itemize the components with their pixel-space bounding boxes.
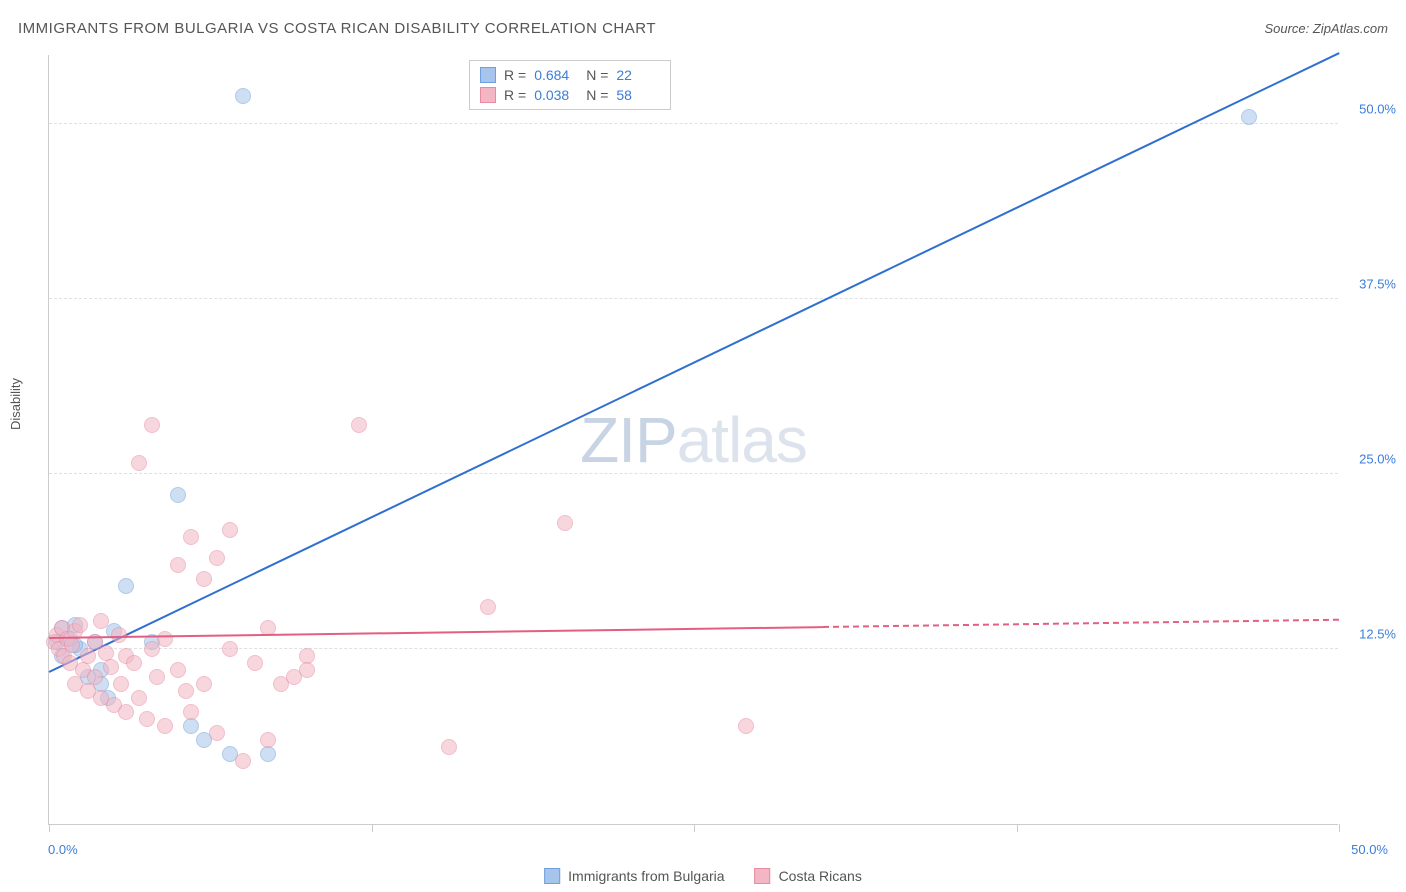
gridline bbox=[49, 298, 1338, 299]
data-point bbox=[441, 739, 457, 755]
data-point bbox=[118, 704, 134, 720]
data-point bbox=[103, 659, 119, 675]
legend-item: Costa Ricans bbox=[755, 868, 862, 884]
legend-swatch bbox=[755, 868, 771, 884]
data-point bbox=[131, 455, 147, 471]
data-point bbox=[222, 641, 238, 657]
legend-swatch bbox=[480, 67, 496, 83]
data-point bbox=[87, 669, 103, 685]
y-tick-label: 12.5% bbox=[1359, 627, 1396, 642]
data-point bbox=[118, 578, 134, 594]
stats-legend-row: R = 0.684 N = 22 bbox=[480, 65, 660, 85]
y-tick-label: 25.0% bbox=[1359, 452, 1396, 467]
watermark: ZIPatlas bbox=[580, 403, 807, 477]
data-point bbox=[80, 648, 96, 664]
stat-n-label: N = bbox=[586, 87, 608, 103]
data-point bbox=[196, 571, 212, 587]
data-point bbox=[235, 753, 251, 769]
data-point bbox=[196, 676, 212, 692]
stat-n-value: 58 bbox=[616, 87, 660, 103]
data-point bbox=[209, 725, 225, 741]
data-point bbox=[1241, 109, 1257, 125]
data-point bbox=[64, 637, 80, 653]
data-point bbox=[139, 711, 155, 727]
stat-r-value: 0.684 bbox=[534, 67, 578, 83]
data-point bbox=[247, 655, 263, 671]
data-point bbox=[144, 417, 160, 433]
chart-title: IMMIGRANTS FROM BULGARIA VS COSTA RICAN … bbox=[18, 20, 656, 37]
legend-swatch bbox=[480, 87, 496, 103]
gridline bbox=[49, 648, 1338, 649]
data-point bbox=[183, 529, 199, 545]
data-point bbox=[113, 676, 129, 692]
stat-r-label: R = bbox=[504, 87, 526, 103]
x-tick bbox=[694, 824, 695, 832]
y-tick-label: 37.5% bbox=[1359, 277, 1396, 292]
stat-r-value: 0.038 bbox=[534, 87, 578, 103]
y-axis-label: Disability bbox=[8, 378, 23, 430]
trend-line bbox=[823, 619, 1339, 628]
gridline bbox=[49, 473, 1338, 474]
scatter-plot: ZIPatlas R =0.684N =22R =0.038N =58 12.5… bbox=[48, 55, 1338, 825]
stat-r-label: R = bbox=[504, 67, 526, 83]
x-tick bbox=[1017, 824, 1018, 832]
data-point bbox=[299, 662, 315, 678]
chart-header: IMMIGRANTS FROM BULGARIA VS COSTA RICAN … bbox=[18, 20, 1388, 37]
data-point bbox=[131, 690, 147, 706]
watermark-zip: ZIP bbox=[580, 404, 677, 476]
source-prefix: Source: bbox=[1264, 21, 1312, 36]
data-point bbox=[480, 599, 496, 615]
data-point bbox=[738, 718, 754, 734]
source-name: ZipAtlas.com bbox=[1313, 21, 1388, 36]
x-tick bbox=[49, 824, 50, 832]
data-point bbox=[183, 718, 199, 734]
data-point bbox=[149, 669, 165, 685]
stats-legend: R = 0.684 N = 22 R = 0.038 N = 58 bbox=[469, 60, 671, 110]
stat-n-value: 22 bbox=[616, 67, 660, 83]
x-tick bbox=[1339, 824, 1340, 832]
data-point bbox=[260, 732, 276, 748]
data-point bbox=[157, 631, 173, 647]
data-point bbox=[557, 515, 573, 531]
data-point bbox=[209, 550, 225, 566]
data-point bbox=[126, 655, 142, 671]
data-point bbox=[351, 417, 367, 433]
data-point bbox=[222, 522, 238, 538]
data-point bbox=[235, 88, 251, 104]
legend-swatch bbox=[544, 868, 560, 884]
stats-legend-row: R = 0.038 N = 58 bbox=[480, 85, 660, 105]
x-tick bbox=[372, 824, 373, 832]
legend-series-name: Costa Ricans bbox=[779, 868, 862, 884]
legend-series-name: Immigrants from Bulgaria bbox=[568, 868, 724, 884]
gridline bbox=[49, 123, 1338, 124]
data-point bbox=[170, 487, 186, 503]
stat-n-label: N = bbox=[586, 67, 608, 83]
chart-source: Source: ZipAtlas.com bbox=[1264, 21, 1388, 36]
data-point bbox=[178, 683, 194, 699]
x-axis-min-label: 0.0% bbox=[48, 842, 78, 857]
data-point bbox=[170, 557, 186, 573]
trend-line bbox=[49, 52, 1340, 673]
legend-item: Immigrants from Bulgaria bbox=[544, 868, 724, 884]
data-point bbox=[72, 617, 88, 633]
data-point bbox=[260, 746, 276, 762]
data-point bbox=[170, 662, 186, 678]
watermark-atlas: atlas bbox=[677, 404, 807, 476]
y-tick-label: 50.0% bbox=[1359, 102, 1396, 117]
data-point bbox=[157, 718, 173, 734]
series-legend: Immigrants from Bulgaria Costa Ricans bbox=[544, 868, 862, 884]
data-point bbox=[93, 613, 109, 629]
x-axis-max-label: 50.0% bbox=[1351, 842, 1388, 857]
data-point bbox=[183, 704, 199, 720]
